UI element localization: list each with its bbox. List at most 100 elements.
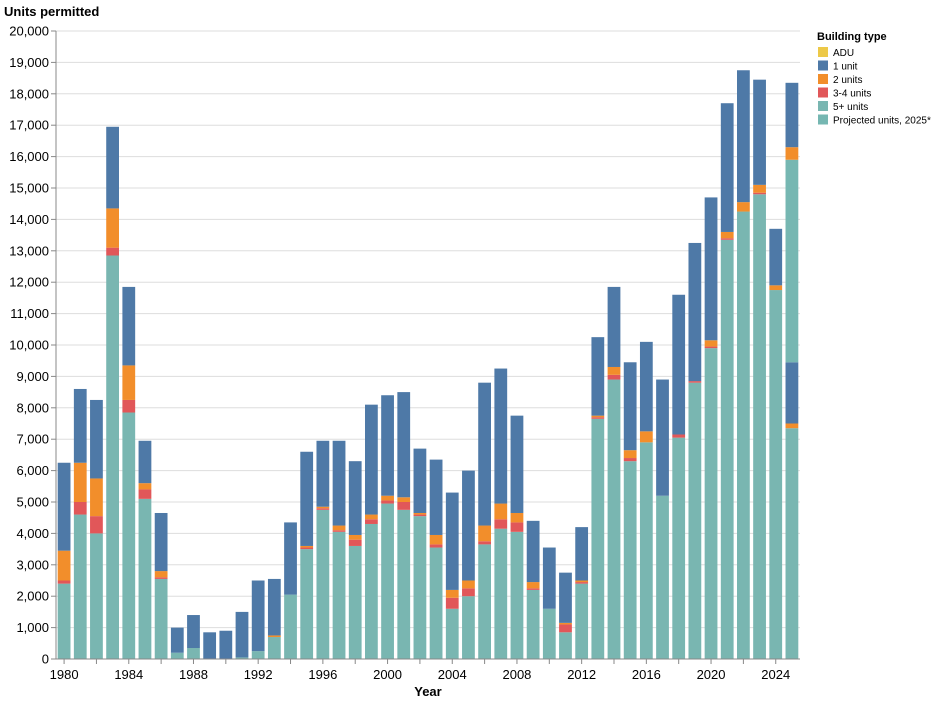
bar-segment-1987-1-unit: [170, 627, 184, 653]
bar-segment-2022-1-unit: [737, 70, 750, 203]
bar-segment-1980-1-unit: [57, 462, 71, 551]
bar-segment-2004-5-units: [445, 608, 459, 659]
y-tick-label: 16,000: [9, 149, 49, 164]
bar-segment-2002-1-unit: [413, 448, 427, 513]
y-tick-label: 2,000: [16, 589, 49, 604]
y-tick-label: 0: [42, 652, 49, 667]
y-tick-label: 6,000: [16, 463, 49, 478]
bar-segment-2007-3-4-units: [494, 519, 508, 529]
bar-segment-2013-3-4-units: [591, 417, 605, 419]
bar-segment-1997-3-4-units: [332, 530, 346, 532]
bar-segment-2013-5-units: [591, 418, 605, 659]
bar-segment-1997-1-unit: [332, 440, 346, 526]
y-tick-label: 15,000: [9, 181, 49, 196]
legend-swatch: [818, 101, 828, 111]
bar-segment-1998-3-4-units: [348, 539, 362, 546]
legend-label: Projected units, 2025*: [833, 116, 931, 127]
bar-segment-2025-projected-units-2025-: [785, 159, 799, 363]
axes: 0 1,000 2,000 3,000 4,000 5,000 6,000 7,000 8,00…: [9, 24, 800, 682]
legend-swatch: [818, 74, 828, 84]
bar-segment-1992-5-units: [251, 651, 265, 659]
y-tick-label: 7,000: [16, 432, 49, 447]
bar-segment-1993-2-units: [267, 635, 281, 638]
bar-segment-2008-5-units: [510, 531, 524, 659]
bar-segment-1999-1-unit: [365, 404, 378, 515]
bar-segment-1991-1-unit: [235, 611, 249, 658]
bar-segment-1980-2-units: [57, 550, 71, 581]
bar-segment-1982-2-units: [90, 478, 103, 517]
bar-segment-2005-5-units: [462, 596, 475, 659]
bar-segment-1994-1-unit: [284, 522, 297, 595]
bar-segment-2025-1-unit: [785, 362, 799, 424]
bar-segment-2004-2-units: [445, 589, 459, 598]
bar-segment-1988-1-unit: [187, 615, 200, 649]
y-tick-label: 5,000: [16, 495, 49, 510]
bar-segment-2003-2-units: [429, 534, 443, 545]
bar-segment-2021-5-units: [720, 239, 734, 659]
bar-segment-2011-5-units: [559, 632, 572, 659]
bar-segment-2003-5-units: [429, 547, 443, 659]
y-tick-label: 10,000: [9, 338, 49, 353]
bar-segment-2018-1-unit: [672, 294, 686, 435]
y-axis-title: Units permitted: [4, 4, 99, 19]
bar-segment-1983-1-unit: [106, 126, 119, 209]
bar-segment-1993-5-units: [267, 637, 281, 659]
bar-segment-2011-2-units: [559, 622, 572, 625]
legend-label: 2 units: [833, 75, 862, 86]
bar-segment-2023-2-units: [753, 184, 766, 193]
bar-segment-2006-1-unit: [478, 382, 491, 526]
legend-label: 5+ units: [833, 102, 868, 113]
bar-segment-1996-5-units: [316, 509, 330, 659]
bar-segment-1996-2-units: [316, 506, 330, 509]
bar-segment-2017-1-unit: [656, 379, 669, 496]
bar-segment-2007-2-units: [494, 503, 508, 520]
bar-segment-2013-1-unit: [591, 337, 605, 416]
bar-segment-1984-1-unit: [122, 286, 136, 366]
x-axis-title: Year: [414, 684, 441, 699]
legend: Building type ADU 1 unit 2 units 3-4 units 5…: [817, 31, 931, 127]
bar-segment-2023-1-unit: [753, 79, 766, 185]
bar-segment-1985-1-unit: [138, 440, 152, 484]
bar-segment-1991-5-units: [235, 657, 249, 659]
x-tick-label: 2012: [567, 667, 596, 682]
bar-segment-1980-5-units: [57, 583, 71, 659]
legend-label: 3-4 units: [833, 89, 871, 100]
bar-segment-1986-3-4-units: [154, 577, 168, 579]
bar-segment-2015-1-unit: [623, 362, 637, 451]
bar-segment-2015-5-units: [623, 461, 637, 659]
x-tick-label: 1984: [114, 667, 143, 682]
bar-segment-2001-2-units: [397, 497, 411, 502]
bar-segment-2013-2-units: [591, 415, 605, 418]
bar-segment-1995-2-units: [300, 545, 314, 548]
bar-segment-1984-5-units: [122, 412, 136, 659]
y-tick-label: 3,000: [16, 557, 49, 572]
bars: [57, 70, 799, 660]
bar-segment-2000-1-unit: [381, 395, 394, 496]
x-tick-label: 2008: [502, 667, 531, 682]
y-tick-label: 4,000: [16, 526, 49, 541]
y-tick-label: 12,000: [9, 275, 49, 290]
bar-segment-2022-5-units: [737, 211, 750, 660]
bar-segment-1986-2-units: [154, 571, 168, 578]
y-tick-label: 8,000: [16, 400, 49, 415]
bar-segment-2024-1-unit: [769, 228, 783, 286]
bar-segment-2021-3-4-units: [720, 238, 734, 240]
bar-segment-2023-3-4-units: [753, 192, 766, 195]
legend-swatch: [818, 60, 828, 71]
bar-segment-2021-2-units: [720, 231, 734, 239]
x-tick-label: 2024: [761, 667, 790, 682]
legend-label: 1 unit: [833, 62, 858, 73]
bar-segment-2020-1-unit: [704, 197, 718, 341]
bar-segment-1984-2-units: [122, 365, 136, 400]
bar-segment-1990-1-unit: [219, 630, 233, 659]
bar-segment-2003-1-unit: [429, 459, 443, 535]
legend-swatch: [818, 47, 828, 57]
bar-segment-1995-1-unit: [300, 451, 314, 546]
bar-segment-1996-1-unit: [316, 440, 330, 507]
x-tick-label: 2016: [632, 667, 661, 682]
bar-segment-2009-1-unit: [526, 520, 540, 583]
bar-segment-2000-2-units: [381, 495, 394, 501]
bar-segment-2023-5-units: [753, 194, 766, 659]
bar-segment-2003-3-4-units: [429, 544, 443, 548]
